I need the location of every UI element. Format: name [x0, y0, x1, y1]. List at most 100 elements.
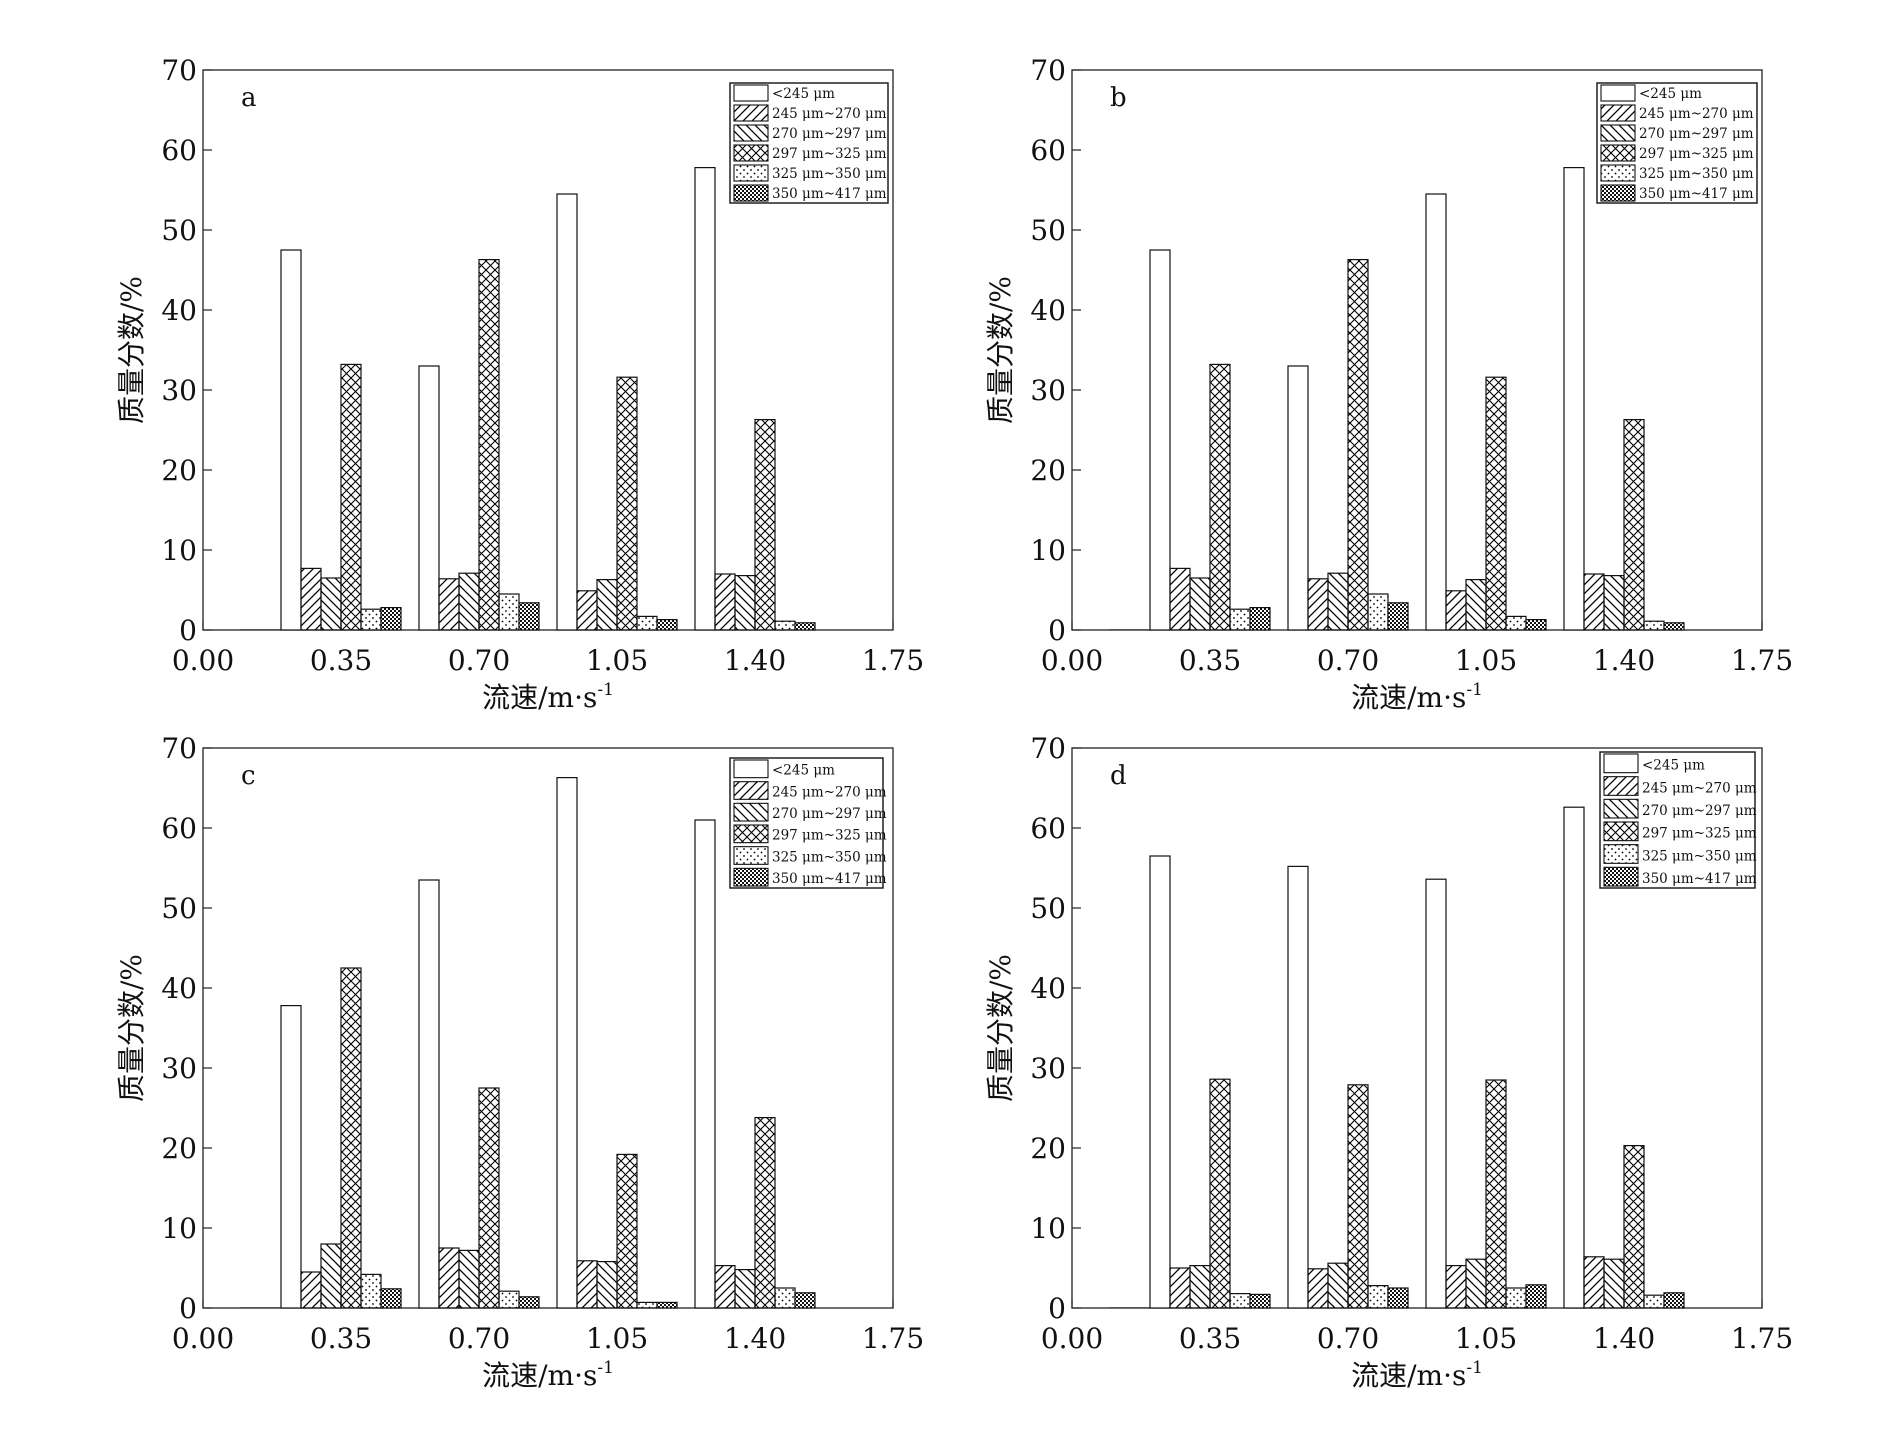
- bar-2-3: [1485, 1079, 1507, 1309]
- bar-2-3: [616, 376, 638, 631]
- legend-entry: 325 μm~350 μm: [1642, 848, 1757, 864]
- legend-swatch: [1600, 104, 1636, 122]
- legend-swatch: [733, 824, 769, 844]
- x-axis-label: 流速/m·s-1: [482, 1358, 614, 1392]
- x-tick-label: 1.40: [724, 644, 786, 677]
- legend-entry: 350 μm~417 μm: [772, 871, 887, 887]
- bar-0-3: [1209, 363, 1231, 631]
- y-tick-label: 60: [161, 812, 197, 845]
- bar-1-0: [418, 365, 440, 631]
- legend-entry: <245 μm: [772, 763, 835, 779]
- x-axis-label-superscript: -1: [1466, 680, 1483, 700]
- legend-entry: 297 μm~325 μm: [1642, 826, 1757, 842]
- legend-entry: 270 μm~297 μm: [1642, 803, 1757, 819]
- bar-2-1: [1445, 1264, 1467, 1309]
- legend-swatch: [1603, 866, 1639, 887]
- y-tick-label: 30: [1030, 374, 1066, 407]
- y-tick-label: 0: [179, 1292, 197, 1325]
- y-tick-label: 70: [1030, 732, 1066, 765]
- bar-1-1: [1307, 1268, 1329, 1309]
- legend-swatch: [1600, 144, 1636, 162]
- legend-entry: 297 μm~325 μm: [772, 828, 887, 844]
- bar-0-4: [1229, 1292, 1251, 1309]
- y-tick-label: 10: [161, 1212, 197, 1245]
- bar-0-5: [1249, 606, 1271, 631]
- bar-0-2: [1189, 1264, 1211, 1309]
- bar-0-5: [1249, 1293, 1271, 1309]
- bar-1-1: [438, 1247, 460, 1309]
- bar-1-2: [458, 1249, 480, 1309]
- bar-0-3: [340, 967, 362, 1309]
- panel-label: a: [241, 83, 257, 113]
- bar-2-1: [576, 590, 598, 631]
- bar-0-2: [1189, 577, 1211, 631]
- panel-label: c: [241, 761, 256, 791]
- bar-1-3: [478, 259, 500, 631]
- legend-entry: 245 μm~270 μm: [1639, 106, 1754, 122]
- bar-1-2: [1327, 1262, 1349, 1309]
- legend-swatch: [733, 124, 769, 142]
- bar-1-5: [518, 1296, 540, 1309]
- legend-swatch: [733, 164, 769, 182]
- legend-entry: 270 μm~297 μm: [1639, 126, 1754, 142]
- bar-3-3: [1623, 419, 1645, 631]
- plot-frame: [1071, 69, 1763, 631]
- bar-3-1: [1583, 573, 1605, 631]
- legend-entry: 350 μm~417 μm: [772, 186, 887, 202]
- y-axis-label: 质量分数/%: [115, 954, 148, 1102]
- x-tick-label: 1.05: [1455, 644, 1517, 677]
- legend-swatch: [733, 104, 769, 122]
- legend-entry: 297 μm~325 μm: [772, 146, 887, 162]
- legend-swatch: [1603, 776, 1639, 796]
- bar-0-4: [360, 608, 382, 631]
- y-tick-label: 20: [161, 454, 197, 487]
- legend-swatch: [1603, 821, 1639, 842]
- bar-3-3: [754, 1116, 776, 1309]
- bar-2-5: [656, 1301, 678, 1309]
- legend-swatch: [1600, 84, 1636, 102]
- x-tick-label: 0.70: [448, 644, 510, 677]
- x-tick-label: 1.40: [1593, 1322, 1655, 1355]
- bar-2-0: [556, 193, 578, 631]
- y-tick-label: 40: [1030, 972, 1066, 1005]
- bar-3-3: [1623, 1144, 1645, 1309]
- chart-panel-a: 0 10 20 30 40 50 60 70 0.00 0.35 0.70 1.05 1.40 1.75 流…: [115, 54, 924, 714]
- legend-swatch: [733, 759, 769, 779]
- chart-panel-b: 0 10 20 30 40 50 60 70 0.00 0.35 0.70 1.05 1.40 1.75 流…: [984, 54, 1793, 714]
- legend-swatch: [733, 846, 769, 865]
- x-axis-label: 流速/m·s-1: [1351, 1358, 1483, 1392]
- legend-box: [1599, 751, 1756, 889]
- x-tick-label: 1.75: [1731, 1322, 1793, 1355]
- y-tick-label: 50: [161, 214, 197, 247]
- y-tick-label: 70: [1030, 54, 1066, 87]
- legend-entry: 245 μm~270 μm: [772, 784, 887, 800]
- bar-3-5: [1663, 622, 1685, 631]
- bar-2-3: [1485, 376, 1507, 631]
- plot-frame: [202, 747, 894, 1309]
- legend-swatch: [1603, 798, 1639, 819]
- bar-2-0: [556, 776, 578, 1309]
- bar-1-0: [418, 879, 440, 1309]
- legend-entry: 350 μm~417 μm: [1639, 186, 1754, 202]
- y-tick-label: 0: [1048, 1292, 1066, 1325]
- legend-swatch: [1600, 124, 1636, 142]
- legend-swatch: [1600, 184, 1636, 202]
- x-tick-label: 0.00: [172, 644, 234, 677]
- plot-frame: [202, 69, 894, 631]
- x-axis-label-text: 流速/m·s: [1351, 1359, 1466, 1392]
- bar-2-1: [1445, 590, 1467, 631]
- y-tick-label: 60: [1030, 134, 1066, 167]
- bar-1-1: [1307, 578, 1329, 631]
- x-axis-label-superscript: -1: [597, 680, 614, 700]
- x-tick-label: 0.70: [448, 1322, 510, 1355]
- x-tick-label: 0.70: [1317, 1322, 1379, 1355]
- x-tick-label: 0.35: [310, 1322, 372, 1355]
- bar-3-2: [1603, 574, 1625, 631]
- bar-0-5: [380, 1288, 402, 1309]
- bar-3-3: [754, 419, 776, 631]
- bar-0-4: [1229, 608, 1251, 631]
- bar-2-4: [1505, 1287, 1527, 1309]
- bar-0-1: [300, 567, 322, 631]
- x-tick-label: 1.75: [1731, 644, 1793, 677]
- y-axis-label: 质量分数/%: [984, 954, 1017, 1102]
